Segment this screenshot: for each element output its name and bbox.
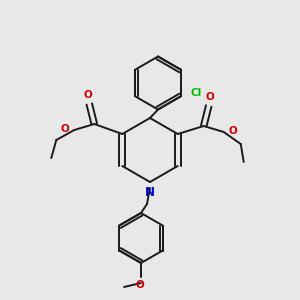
Text: O: O xyxy=(229,126,238,136)
Text: O: O xyxy=(61,124,69,134)
Text: O: O xyxy=(84,90,93,100)
Text: Cl: Cl xyxy=(191,88,202,98)
Text: N: N xyxy=(145,185,155,199)
Text: O: O xyxy=(136,280,144,290)
Text: O: O xyxy=(205,92,214,102)
